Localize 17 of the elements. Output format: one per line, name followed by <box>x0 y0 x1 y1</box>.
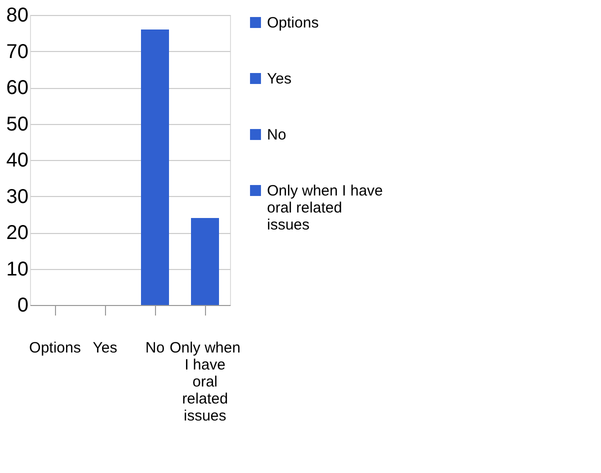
y-tick-label: 20 <box>6 222 28 244</box>
legend-label: No <box>267 126 286 144</box>
y-tick-label: 10 <box>6 258 28 280</box>
y-tick-label: 30 <box>6 186 28 208</box>
x-tick-label: No <box>145 340 165 356</box>
y-tick-label: 40 <box>6 150 28 172</box>
y-tick-label: 70 <box>6 40 28 63</box>
legend-label: Only when I have oral related issues <box>267 182 383 234</box>
x-tick-label: Only when I have oral related issues <box>170 340 240 424</box>
y-tick-label: 0 <box>17 294 28 316</box>
y-tick-label: 60 <box>6 77 28 99</box>
x-tick-label: Options <box>29 340 81 356</box>
y-tick-label: 80 <box>6 4 28 26</box>
legend-label: Options <box>267 14 319 32</box>
x-tick-label: Yes <box>92 340 118 356</box>
legend-label: Yes <box>267 70 292 88</box>
y-tick-label: 50 <box>6 113 28 136</box>
